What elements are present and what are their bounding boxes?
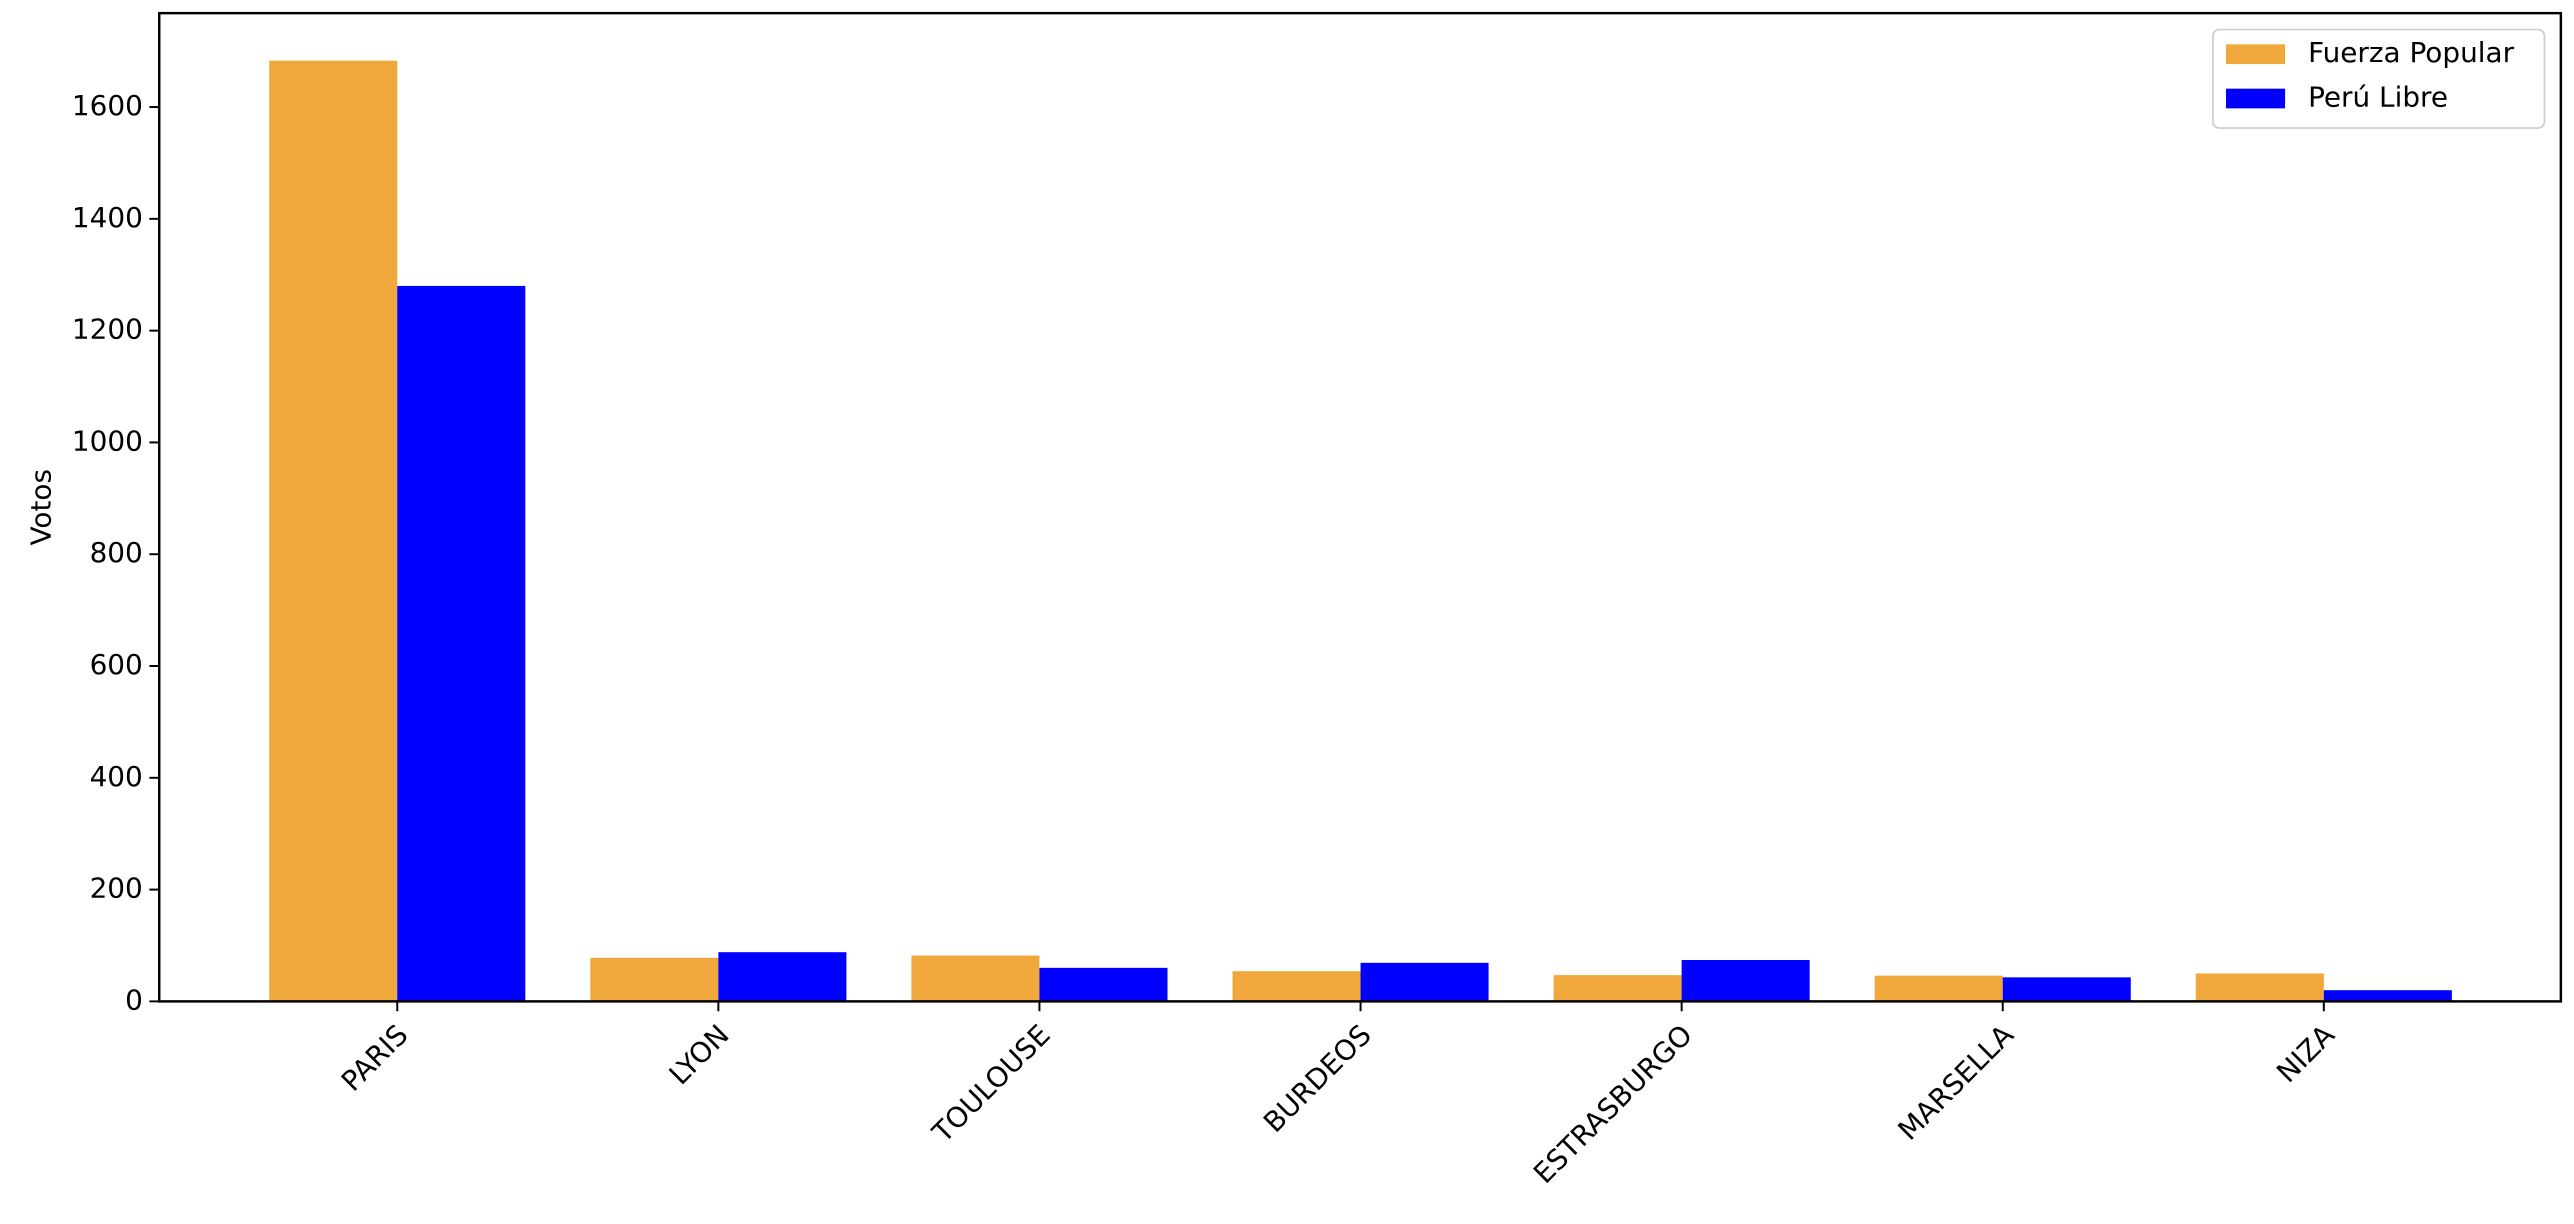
x-tick-label: ESTRASBURGO <box>1527 1018 1699 1190</box>
legend-swatch <box>2225 88 2286 109</box>
y-tick-label: 1400 <box>72 201 143 234</box>
bar <box>2195 973 2324 1002</box>
y-tick-label: 0 <box>125 983 143 1016</box>
bar <box>718 952 847 1002</box>
y-tick-label: 1200 <box>72 313 143 346</box>
legend-box <box>2212 28 2546 129</box>
x-tick-label: MARSELLA <box>1891 1018 2019 1146</box>
x-tick-label: LYON <box>663 1018 736 1091</box>
y-tick-label: 1600 <box>72 89 143 122</box>
y-tick-label: 1000 <box>72 424 143 457</box>
legend-swatch <box>2225 44 2286 65</box>
x-tick-label: BURDEOS <box>1257 1018 1378 1139</box>
bar <box>269 60 398 1002</box>
bar <box>2323 990 2452 1002</box>
x-tick-label: TOULOUSE <box>925 1018 1056 1149</box>
bar <box>1232 971 1361 1002</box>
bar <box>1360 962 1489 1002</box>
legend-label: Fuerza Popular <box>2308 36 2515 69</box>
bar <box>2002 977 2131 1002</box>
y-tick-label: 800 <box>90 536 143 569</box>
plot-frame <box>158 11 2563 1003</box>
bar <box>911 955 1040 1002</box>
bar <box>590 957 719 1002</box>
bar <box>1553 975 1682 1002</box>
y-tick-label: 200 <box>90 872 143 905</box>
x-tick-label: PARIS <box>335 1018 415 1098</box>
y-tick-label: 400 <box>90 760 143 793</box>
x-tick-label: NIZA <box>2270 1018 2341 1089</box>
y-axis-label: Votos <box>25 469 58 546</box>
y-tick-label: 600 <box>90 648 143 681</box>
bar <box>1874 975 2003 1002</box>
bar <box>1039 967 1168 1002</box>
bar <box>397 285 526 1002</box>
legend-label: Perú Libre <box>2308 81 2448 114</box>
bar <box>1681 960 1810 1002</box>
